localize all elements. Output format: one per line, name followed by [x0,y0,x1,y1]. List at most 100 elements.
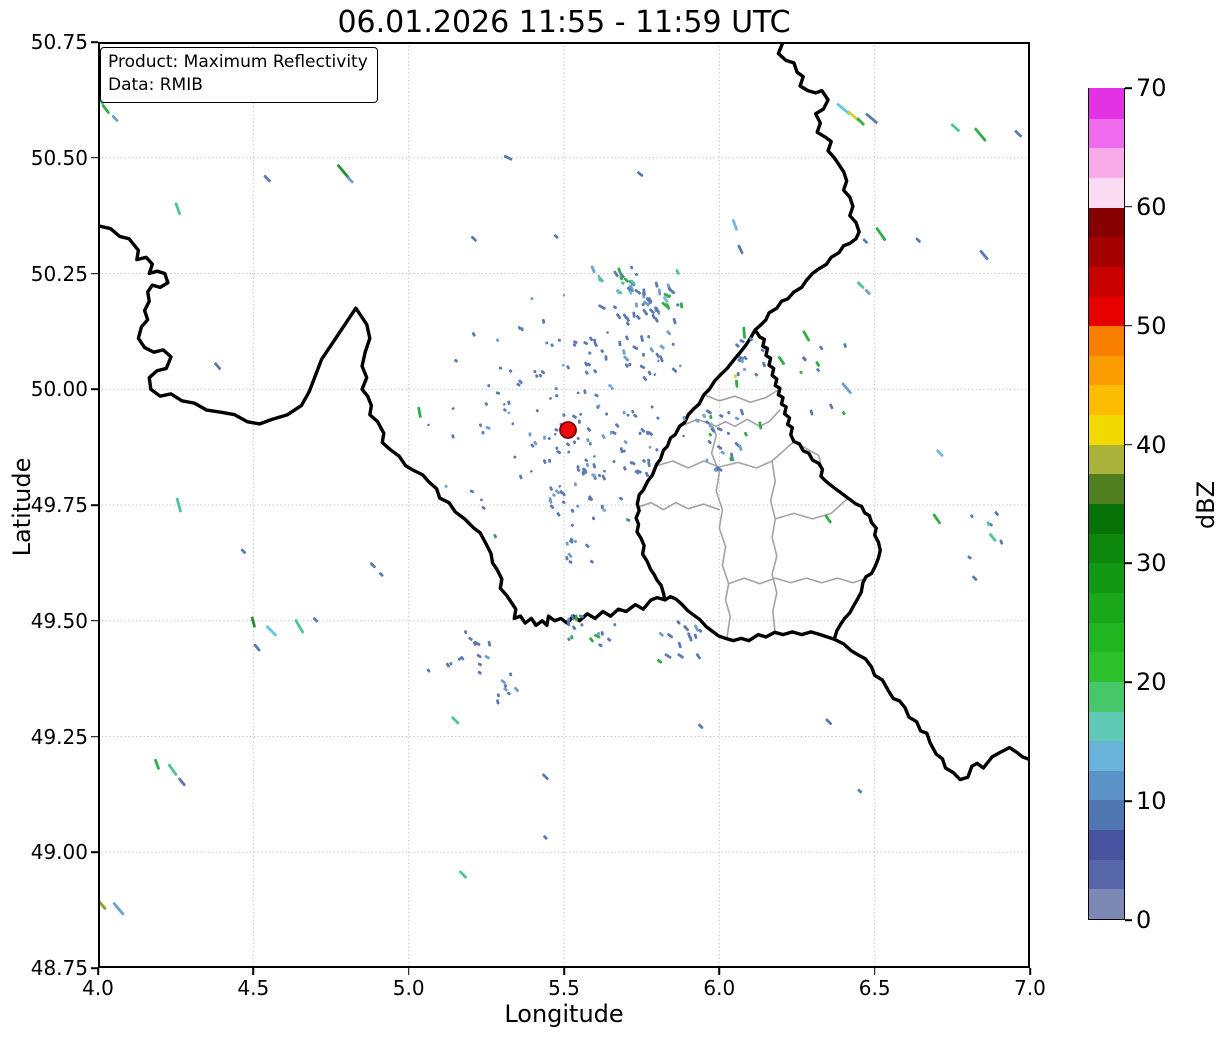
echo-mark [570,508,575,513]
echo-mark [457,657,461,661]
colorbar-segment [1089,681,1124,712]
echo-mark [679,302,684,309]
echo-mark [677,641,682,649]
colorbar-segment [1089,532,1124,564]
echo-mark [111,114,119,122]
colorbar-segment [1089,177,1124,208]
echo-mark [622,466,627,471]
echo-mark [484,402,489,406]
echo-mark [743,355,748,361]
echo-mark [566,365,570,370]
echo-mark [167,763,178,776]
colorbar-segment [1089,414,1124,445]
product-info-box: Product: Maximum Reflectivity Data: RMIB [100,47,378,103]
echo-mark [613,270,619,278]
echo-mark [614,423,620,428]
echo-mark [570,523,574,527]
echo-mark [535,374,539,378]
region-border [636,501,721,511]
echo-mark [841,411,846,416]
colorbar-tick-label: 60 [1136,192,1167,221]
colorbar-unit-label: dBZ [1192,480,1219,530]
echo-mark [719,414,724,418]
colorbar-tick-label: 70 [1136,74,1167,102]
echo-mark [634,302,638,308]
echo-mark [650,405,654,409]
echo-mark [495,338,500,342]
echo-mark [619,447,624,454]
echo-mark [626,518,631,522]
echo-mark [1014,129,1022,138]
echo-mark [487,640,491,645]
echo-mark [629,279,636,285]
echo-mark [974,127,987,142]
echo-mark [586,438,590,443]
echo-mark [584,361,589,367]
echo-mark [698,628,703,633]
echo-mark [589,336,594,342]
echo-mark [658,631,664,637]
x-tick-label: 4.5 [237,976,270,1000]
echo-mark [562,492,566,497]
echo-mark [503,684,508,688]
echo-mark [986,521,991,527]
colorbar-tick-mark [1125,443,1132,446]
echo-mark [656,658,663,664]
echo-mark [312,617,319,623]
echo-mark [676,303,680,307]
colorbar-tick-label: 50 [1136,311,1167,340]
echo-mark [634,272,639,277]
echo-mark [972,575,978,581]
echo-mark [590,265,596,274]
colorbar-segment [1089,710,1124,742]
echo-mark [667,633,674,639]
echo-mark [708,432,713,437]
echo-mark [633,413,638,418]
echo-mark [737,244,744,255]
echo-mark [481,430,485,435]
country-border [832,637,1030,782]
echo-mark [528,432,532,437]
echo-mark [507,400,511,406]
echo-mark [378,572,384,577]
echo-mark [760,348,765,353]
echo-mark [710,427,716,433]
colorbar-segment [1089,354,1124,386]
country-border [634,328,882,643]
echo-mark [836,102,851,116]
echo-mark [632,311,636,318]
echo-mark [628,362,632,367]
echo-mark [573,539,578,544]
echo-mark [657,359,660,363]
x-tick-mark [252,968,255,975]
region-border [727,577,865,585]
colorbar-tick-label: 10 [1136,787,1167,816]
echo-mark [576,436,580,441]
echo-mark [689,636,693,642]
echo-mark [574,614,579,622]
echo-mark [445,662,451,668]
region-border [710,422,732,638]
echo-mark [618,340,622,347]
echo-mark [640,335,644,342]
echo-mark [549,397,552,400]
echo-mark [597,404,601,408]
echo-mark [623,440,628,444]
echo-mark [668,287,676,295]
echo-mark [600,349,605,354]
echo-mark [557,338,562,342]
colorbar-tick-label: 40 [1136,430,1167,459]
echo-mark [671,367,678,373]
echo-mark [802,330,811,342]
echo-mark [591,473,596,478]
echo-mark [451,407,455,411]
echo-mark [178,777,186,787]
echo-mark [683,625,690,632]
echo-mark [553,432,557,436]
echo-mark [638,431,642,435]
echo-mark [513,455,517,459]
y-tick-label: 50.25 [30,261,88,286]
y-tick-mark [91,619,98,622]
echo-mark [549,486,553,491]
